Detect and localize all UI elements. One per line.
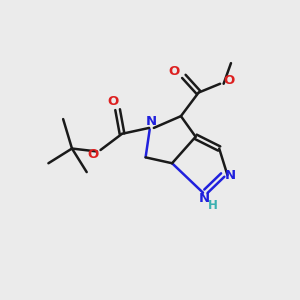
Text: N: N [146,115,157,128]
Text: O: O [107,95,118,108]
Text: N: N [199,192,210,205]
Text: H: H [208,199,218,212]
Text: O: O [169,65,180,78]
Text: N: N [225,169,236,182]
Text: O: O [223,74,234,87]
Text: O: O [87,148,98,161]
